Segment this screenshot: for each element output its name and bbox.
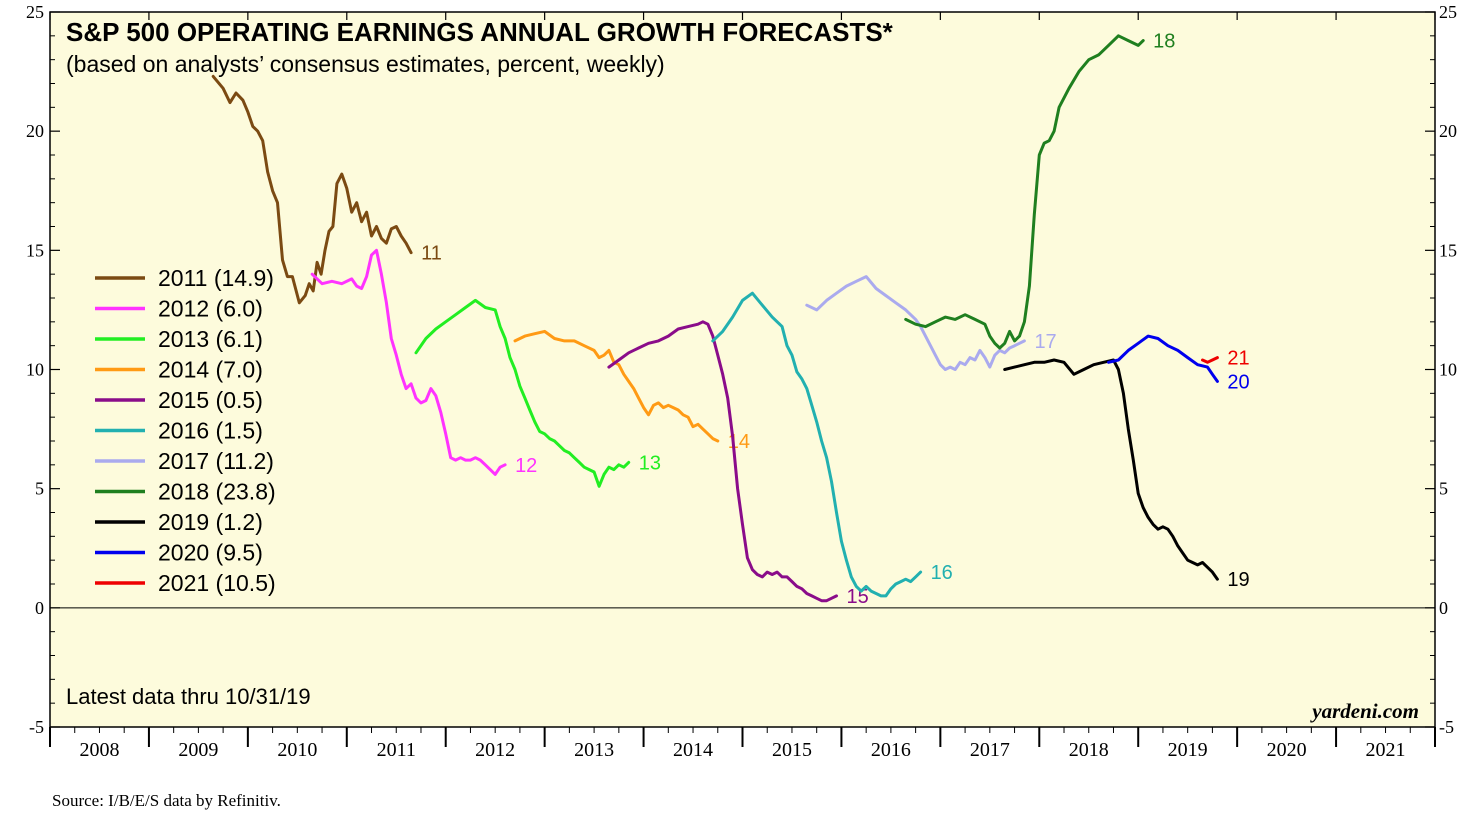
legend-item-label: 2016 (1.5) [158,418,263,444]
y-tick-label-right: 20 [1439,121,1457,141]
x-tick-label: 2021 [1366,739,1406,761]
x-tick-label: 2011 [377,739,416,761]
y-tick-label-left: 20 [26,121,44,141]
chart-title: S&P 500 OPERATING EARNINGS ANNUAL GROWTH… [66,17,894,47]
series-end-label-15: 15 [846,586,868,608]
series-line-20 [1107,334,1219,383]
series-end-label-20: 20 [1227,371,1249,393]
x-tick-label: 2017 [970,739,1010,761]
series-line-16 [711,291,923,598]
x-tick-label: 2018 [1069,739,1109,761]
x-tick-label: 2008 [79,739,119,761]
y-tick-label-left: 10 [26,360,44,380]
legend-item-label: 2017 (11.2) [158,448,274,474]
y-tick-label-right: 10 [1439,360,1457,380]
legend-item-label: 2021 (10.5) [158,570,276,596]
legend-item-label: 2019 (1.2) [158,509,263,535]
legend-item-label: 2013 (6.1) [158,326,263,352]
series-end-label-19: 19 [1227,569,1249,591]
series-end-label-12: 12 [515,455,537,477]
x-tick-label: 2016 [871,739,911,761]
series-line-15 [607,320,838,603]
series-line-11 [211,74,413,305]
x-tick-label: 2020 [1267,739,1307,761]
y-tick-label-left: 5 [35,479,44,499]
x-tick-label: 2013 [574,739,614,761]
legend-item-label: 2020 (9.5) [158,540,263,566]
series-line-17 [805,275,1026,371]
legend-item-label: 2014 (7.0) [158,357,263,383]
y-tick-label-right: 0 [1439,598,1448,618]
chart-subtitle: (based on analysts’ consensus estimates,… [66,51,665,77]
y-tick-label-left: 15 [26,240,44,260]
x-tick-label: 2012 [475,739,515,761]
series-line-14 [513,329,720,443]
legend-item-label: 2012 (6.0) [158,296,263,322]
series-end-label-18: 18 [1153,31,1175,53]
series-line-13 [414,298,631,488]
latest-data-note: Latest data thru 10/31/19 [66,684,311,709]
y-tick-label-left: -5 [29,717,44,737]
series-line-12 [310,248,507,476]
x-tick-label: 2009 [178,739,218,761]
source-note: Source: I/B/E/S data by Refinitiv. [52,791,281,810]
y-tick-label-right: 25 [1439,2,1457,22]
series-end-label-13: 13 [639,452,661,474]
y-tick-label-left: 25 [26,2,44,22]
x-tick-label: 2010 [277,739,317,761]
series-end-label-11: 11 [421,243,442,265]
x-tick-label: 2019 [1168,739,1208,761]
series-line-19 [1003,358,1219,581]
series-end-label-21: 21 [1227,348,1249,370]
y-tick-label-right: -5 [1439,717,1454,737]
legend: 2011 (14.9) 2012 (6.0) 2013 (6.1) 2014 (7.0… [95,265,276,596]
legend-item-label: 2011 (14.9) [158,265,274,291]
y-tick-label-right: 5 [1439,479,1448,499]
legend-item-label: 2015 (0.5) [158,387,263,413]
series-end-label-17: 17 [1034,331,1056,353]
series-line-21 [1201,356,1219,364]
y-tick-label-right: 15 [1439,240,1457,260]
watermark: yardeni.com [1309,699,1419,723]
y-tick-label-left: 0 [35,598,44,618]
legend-item-label: 2018 (23.8) [158,479,276,505]
x-tick-label: 2015 [772,739,812,761]
series-line-18 [904,34,1145,350]
series-end-label-16: 16 [931,562,953,584]
x-tick-label: 2014 [673,739,713,761]
